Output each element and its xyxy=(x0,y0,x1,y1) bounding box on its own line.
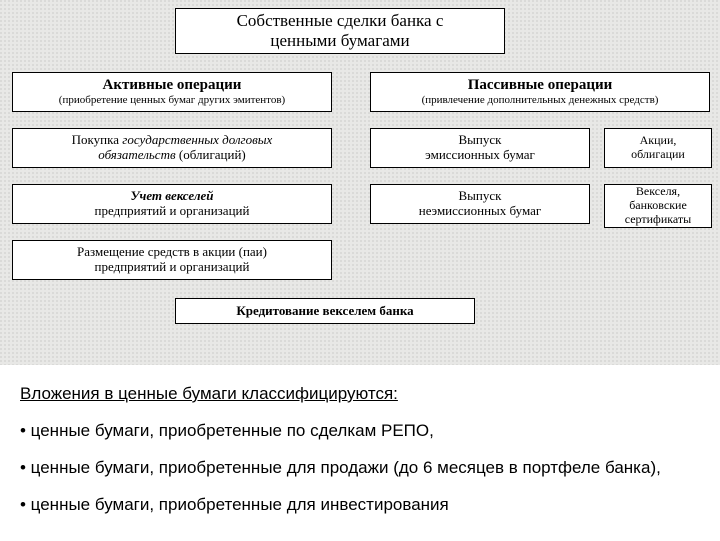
left-cell-2: Учет векселей предприятий и организаций xyxy=(12,184,332,224)
bottom-box: Кредитование векселем банка xyxy=(175,298,475,324)
left-cell-1: Покупка государственных долговых обязате… xyxy=(12,128,332,168)
right-column-header: Пассивные операции (привлечение дополнит… xyxy=(370,72,710,112)
title-line2: ценными бумагами xyxy=(180,31,500,51)
left-cell-2-line2: предприятий и организаций xyxy=(17,204,327,219)
left-cell-1-line1: Покупка государственных долговых xyxy=(17,133,327,148)
left-cell-3-line2: предприятий и организаций xyxy=(17,260,327,275)
mid-cell-2-line1: Выпуск xyxy=(375,189,585,204)
mid-cell-2-line2: неэмиссионных бумаг xyxy=(375,204,585,219)
right-cell-1-line2: облигации xyxy=(609,148,707,162)
left-cell-3: Размещение средств в акции (паи) предпри… xyxy=(12,240,332,280)
mid-cell-2: Выпуск неэмиссионных бумаг xyxy=(370,184,590,224)
right-header-title: Пассивные операции xyxy=(375,77,705,94)
left-header-sub: (приобретение ценных бумаг других эмитен… xyxy=(17,94,327,107)
right-cell-2-line1: Векселя, xyxy=(609,185,707,199)
mid-cell-1: Выпуск эмиссионных бумаг xyxy=(370,128,590,168)
text-area: Вложения в ценные бумаги классифицируютс… xyxy=(0,365,720,541)
diagram-title-box: Собственные сделки банка с ценными бумаг… xyxy=(175,8,505,54)
left-cell-1-line2: обязательств (облигаций) xyxy=(17,148,327,163)
bullet-1: • ценные бумаги, приобретенные по сделка… xyxy=(20,420,700,443)
diagram-area: Собственные сделки банка с ценными бумаг… xyxy=(0,0,720,365)
left-column-header: Активные операции (приобретение ценных б… xyxy=(12,72,332,112)
mid-cell-1-line2: эмиссионных бумаг xyxy=(375,148,585,163)
right-cell-2-line3: сертификаты xyxy=(609,213,707,227)
mid-cell-1-line1: Выпуск xyxy=(375,133,585,148)
left-cell-3-line1: Размещение средств в акции (паи) xyxy=(17,245,327,260)
title-line1: Собственные сделки банка с xyxy=(180,11,500,31)
left-cell-2-line1: Учет векселей xyxy=(17,189,327,204)
bottom-box-text: Кредитование векселем банка xyxy=(180,304,470,319)
right-cell-2-line2: банковские xyxy=(609,199,707,213)
bullet-3: • ценные бумаги, приобретенные для инвес… xyxy=(20,494,700,517)
right-cell-1-line1: Акции, xyxy=(609,134,707,148)
left-header-title: Активные операции xyxy=(17,77,327,94)
classification-heading: Вложения в ценные бумаги классифицируютс… xyxy=(20,383,700,406)
bullet-2: • ценные бумаги, приобретенные для прода… xyxy=(20,457,700,480)
right-header-sub: (привлечение дополнительных денежных сре… xyxy=(375,94,705,107)
right-cell-2: Векселя, банковские сертификаты xyxy=(604,184,712,228)
right-cell-1: Акции, облигации xyxy=(604,128,712,168)
